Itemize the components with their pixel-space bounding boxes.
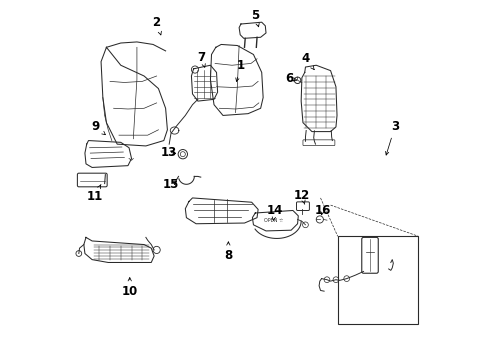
Text: 1: 1 [235,59,244,81]
Bar [337,236,418,324]
Text: 4: 4 [301,51,313,70]
Text: 5: 5 [251,9,259,27]
Text: 12: 12 [293,189,309,204]
Text: 11: 11 [86,184,102,203]
Text: 10: 10 [122,278,138,298]
Text: 9: 9 [91,121,105,135]
Text: OPEN ☆: OPEN ☆ [263,218,282,223]
Text: 13: 13 [160,145,176,158]
Text: 6: 6 [285,72,296,85]
Text: 7: 7 [197,51,205,67]
Text: 15: 15 [163,178,179,191]
Text: 2: 2 [152,16,161,35]
Text: 8: 8 [224,242,232,262]
Text: 3: 3 [385,120,398,155]
Text: 16: 16 [314,204,330,217]
Text: 14: 14 [266,204,283,220]
